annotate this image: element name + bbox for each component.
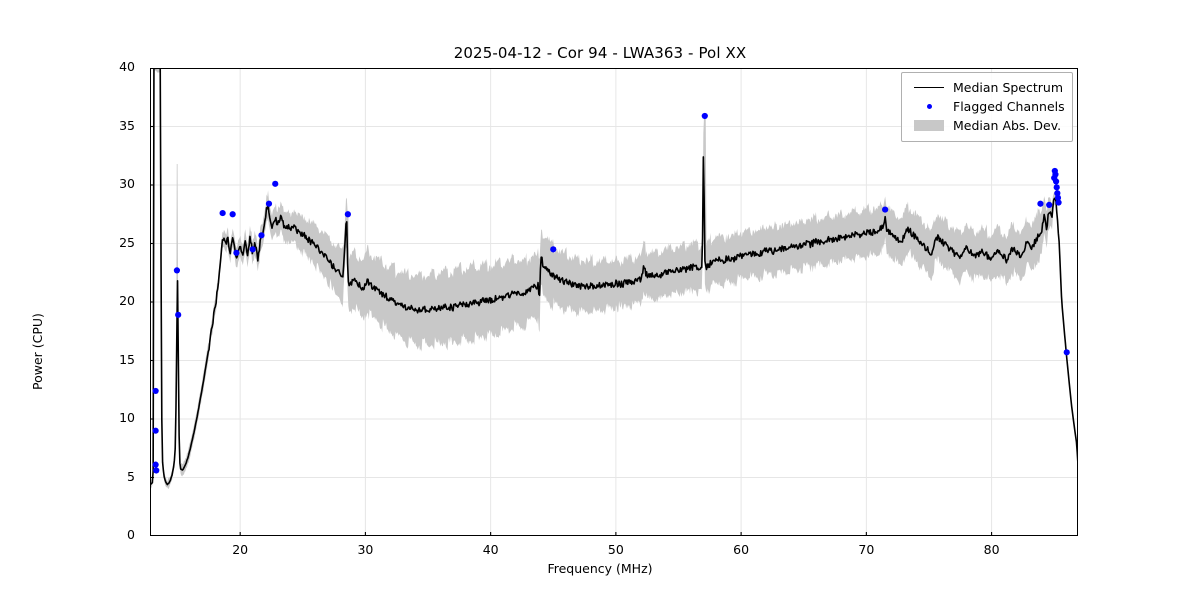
band-swatch-icon	[909, 116, 949, 135]
x-tick-label: 50	[607, 542, 624, 557]
flagged-channel-point[interactable]	[550, 246, 557, 253]
y-tick-label: 25	[119, 234, 135, 250]
flagged-channel-point[interactable]	[1052, 178, 1060, 185]
flagged-channels-markers[interactable]	[152, 112, 1070, 474]
legend-label: Median Abs. Dev.	[953, 118, 1062, 133]
flagged-channel-point[interactable]	[249, 246, 256, 253]
y-tick-label: 15	[119, 351, 135, 367]
flagged-channel-point[interactable]	[233, 249, 240, 256]
x-axis-label: Frequency (MHz)	[547, 561, 653, 576]
dot-swatch-icon	[909, 97, 949, 116]
legend-item-flagged-channels: Flagged Channels	[909, 97, 1065, 116]
flagged-channel-point[interactable]	[1054, 190, 1061, 197]
legend: Median Spectrum Flagged Channels Median …	[901, 72, 1073, 142]
flagged-channel-point[interactable]	[701, 112, 708, 120]
y-axis-tick-labels: 0 5 10 15 20 25 30 35 40	[0, 0, 143, 600]
legend-label: Median Spectrum	[953, 80, 1064, 95]
flagged-channel-point[interactable]	[1037, 200, 1044, 207]
x-tick-label: 20	[232, 542, 249, 557]
median-spectrum-line	[150, 68, 1078, 486]
x-tick-label: 40	[482, 542, 499, 557]
x-tick-label: 60	[733, 542, 750, 557]
x-tick-label: 80	[983, 542, 1000, 557]
flagged-channel-point[interactable]	[1054, 194, 1062, 201]
flagged-channel-point[interactable]	[258, 232, 265, 239]
y-tick-label: 20	[119, 293, 135, 308]
flagged-channel-point[interactable]	[173, 267, 181, 274]
x-tick-label: 70	[858, 542, 875, 557]
flagged-channel-point[interactable]	[265, 200, 273, 207]
legend-item-median-spectrum: Median Spectrum	[909, 78, 1065, 97]
y-tick-label: 40	[119, 59, 135, 74]
legend-item-median-abs-dev: Median Abs. Dev.	[909, 116, 1065, 135]
y-tick-label: 5	[127, 468, 135, 484]
line-swatch-icon	[909, 78, 949, 97]
flagged-channel-point[interactable]	[152, 427, 159, 434]
flagged-channel-point[interactable]	[229, 211, 236, 218]
flagged-channel-point[interactable]	[152, 461, 159, 468]
flagged-channel-point[interactable]	[1046, 201, 1053, 208]
flagged-channel-point[interactable]	[153, 467, 160, 474]
flagged-channel-point[interactable]	[152, 387, 159, 395]
flagged-channel-point[interactable]	[1053, 184, 1060, 191]
median-abs-dev-band	[150, 68, 1078, 490]
flagged-channel-point[interactable]	[1052, 171, 1059, 178]
flagged-channel-point[interactable]	[1055, 199, 1062, 206]
flagged-channel-point[interactable]	[175, 311, 182, 318]
flagged-channel-point[interactable]	[344, 211, 351, 218]
spectrum-plot	[150, 68, 1078, 536]
y-tick-label: 30	[119, 176, 135, 191]
y-axis-label: Power (CPU)	[30, 313, 45, 390]
x-tick-label: 30	[357, 542, 374, 557]
flagged-channel-point[interactable]	[882, 206, 889, 213]
legend-label: Flagged Channels	[953, 99, 1065, 114]
y-tick-label: 10	[119, 410, 135, 425]
flagged-channel-point[interactable]	[1063, 349, 1070, 356]
flagged-channel-point[interactable]	[272, 180, 279, 187]
y-tick-label: 35	[119, 117, 135, 133]
y-tick-label: 0	[127, 527, 135, 542]
flagged-channel-point[interactable]	[219, 209, 226, 217]
page-title: 2025-04-12 - Cor 94 - LWA363 - Pol XX	[453, 44, 747, 62]
